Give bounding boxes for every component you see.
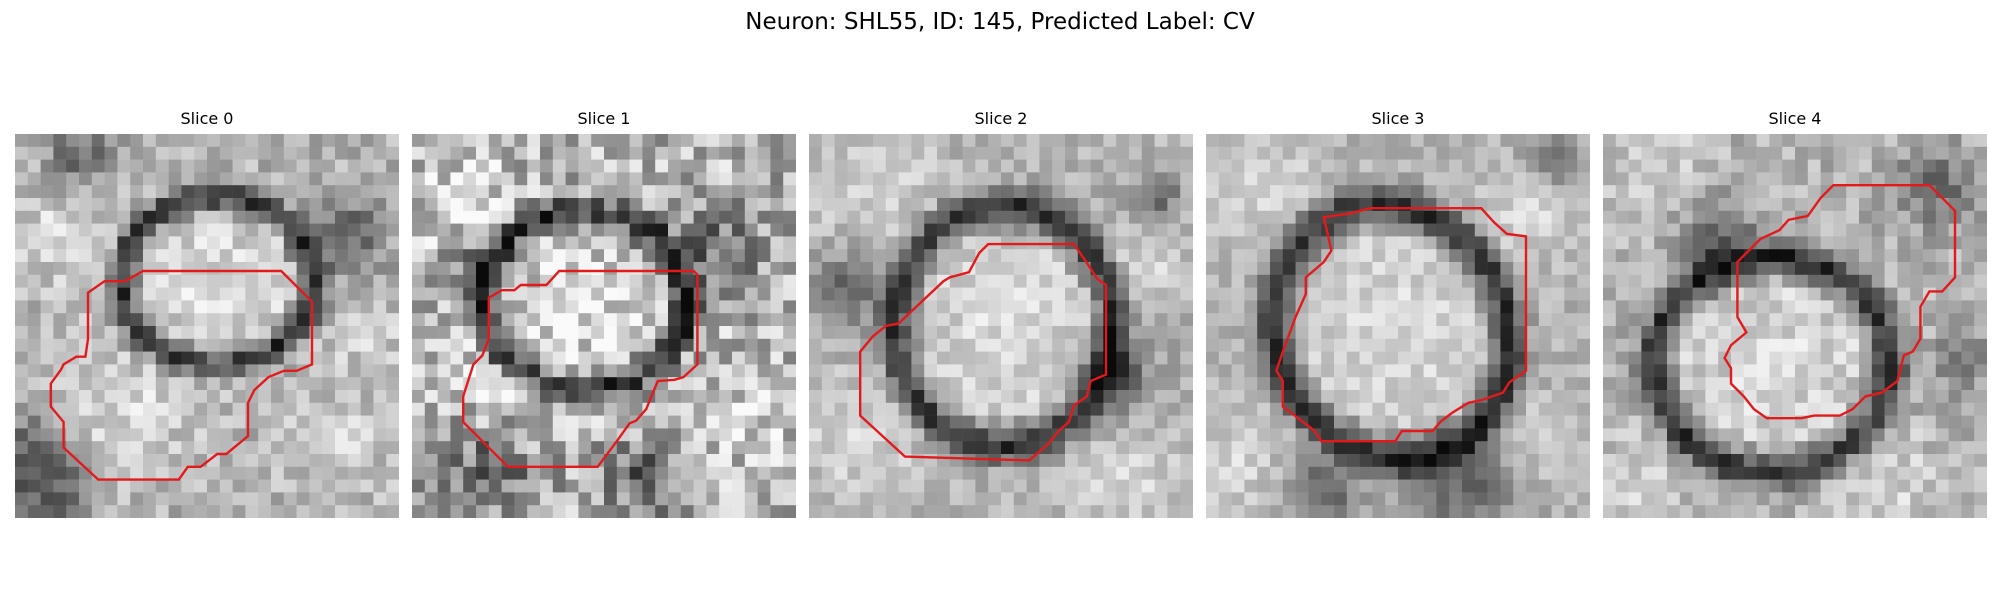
slice-title: Slice 4: [1768, 109, 1822, 128]
pixel-grid: [412, 134, 796, 518]
pixel-grid: [15, 134, 399, 518]
neuron-contour: [49, 269, 314, 481]
slice-image: [15, 134, 399, 518]
slice-image: [412, 134, 796, 518]
slice-image: [1603, 134, 1987, 518]
slice-title: Slice 3: [1371, 109, 1425, 128]
slice-title: Slice 1: [577, 109, 631, 128]
slice-title: Slice 2: [974, 109, 1028, 128]
neuron-contour: [1723, 184, 1957, 420]
slice-image: [809, 134, 1193, 518]
slice-title: Slice 0: [180, 109, 234, 128]
figure-title: Neuron: SHL55, ID: 145, Predicted Label:…: [745, 9, 1255, 35]
slice-image: [1206, 134, 1590, 518]
neuron-contour: [462, 269, 699, 468]
pixel-grid: [809, 134, 1193, 518]
neuron-contour: [859, 242, 1108, 462]
neuron-contour: [1275, 206, 1528, 443]
pixel-grid: [1206, 134, 1590, 518]
pixel-grid: [1603, 134, 1987, 518]
